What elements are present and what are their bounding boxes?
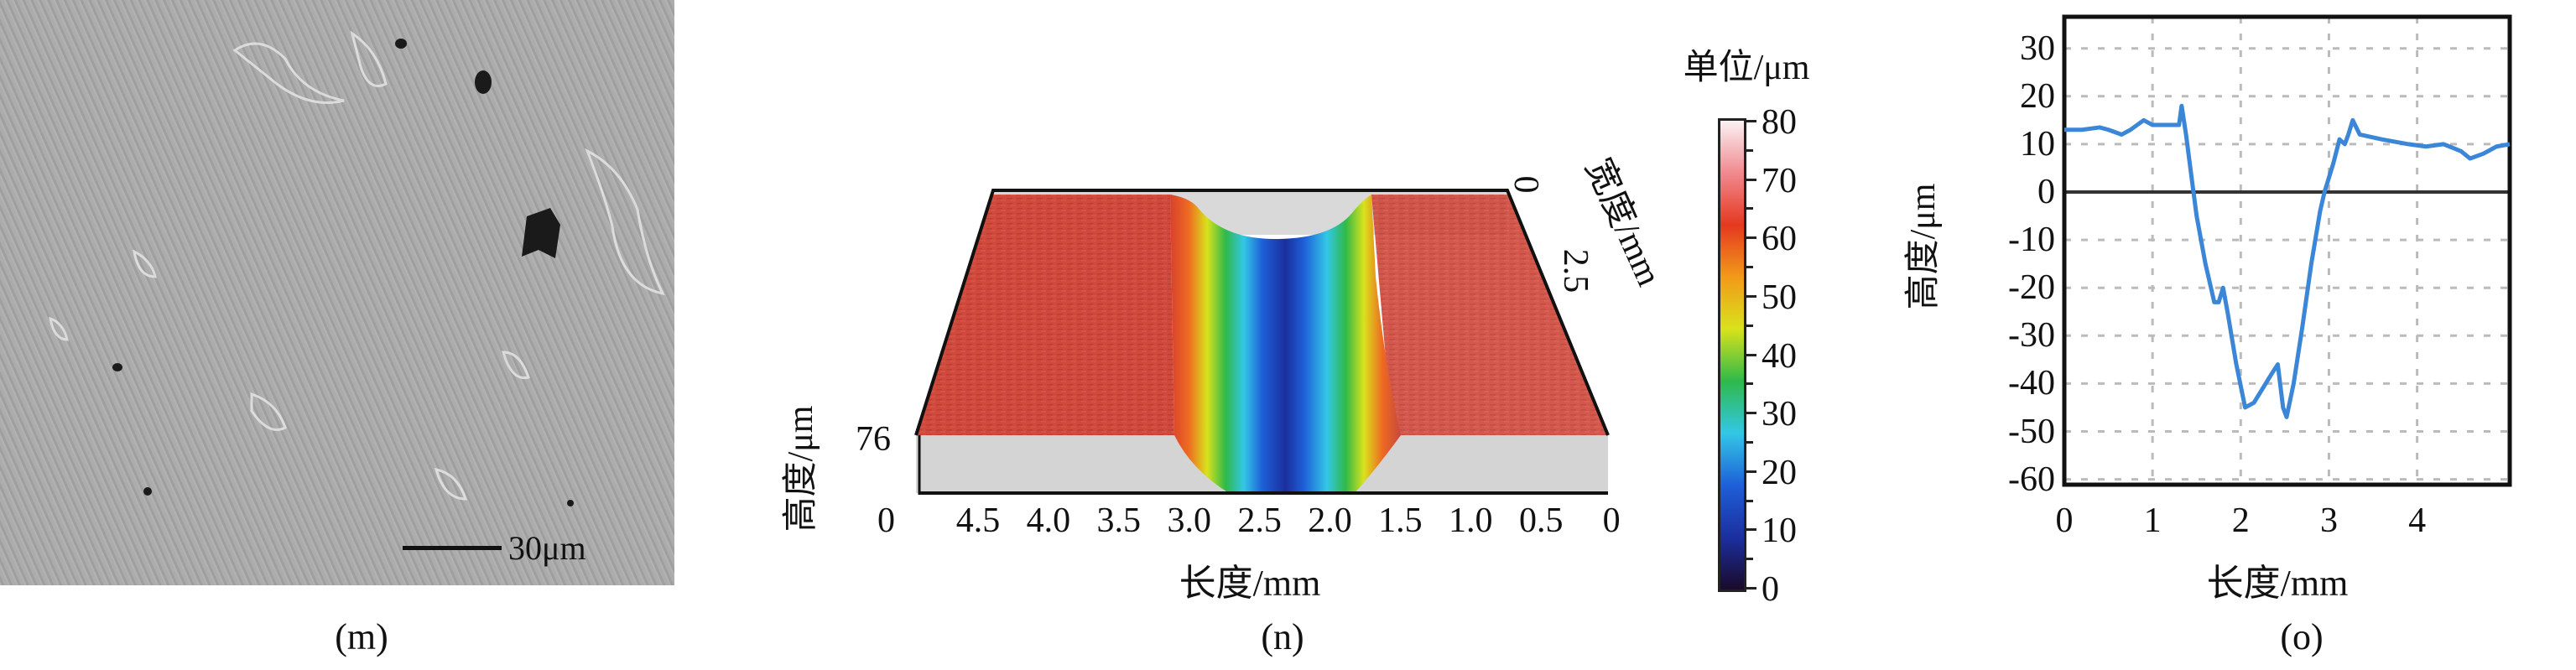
- surface-plateau-left: [916, 195, 1174, 435]
- x-tick-n: 2.0: [1308, 501, 1352, 540]
- y-tick-o: 30: [2020, 29, 2055, 68]
- sem-features: [49, 30, 665, 506]
- x-tick-o: 0: [2055, 501, 2074, 540]
- colorbar-tick-mark: [1746, 236, 1756, 240]
- y-axis-label-o: 高度/μm: [1904, 183, 1943, 310]
- colorbar-tick-label: 30: [1762, 395, 1797, 434]
- x-tick-n: 1.0: [1449, 501, 1493, 540]
- x-tick-o: 2: [2231, 501, 2250, 540]
- colorbar-tick-mark: [1746, 440, 1753, 444]
- caption-m: (m): [335, 616, 388, 657]
- y-tick-o: -20: [2008, 268, 2055, 308]
- colorbar-tick-label: 60: [1762, 220, 1797, 259]
- x-axis-label-o: 长度/mm: [2206, 563, 2349, 604]
- y-tick-o: 0: [2037, 173, 2055, 211]
- x-tick-n: 3.0: [1167, 501, 1211, 540]
- y-tick-o: -40: [2008, 364, 2055, 403]
- y-tick-o: 10: [2020, 124, 2055, 164]
- x-tick-n: 4.0: [1026, 501, 1071, 540]
- colorbar-tick-label: 0: [1762, 570, 1779, 609]
- x-tick-n: 4.5: [955, 501, 1001, 540]
- y-tick-o: -30: [2008, 316, 2055, 356]
- sem-texture: [0, 0, 674, 585]
- colorbar-tick-mark: [1746, 294, 1756, 298]
- x-axis-label-n: 长度/mm: [1179, 563, 1321, 604]
- colorbar-tick-mark: [1746, 528, 1756, 532]
- colorbar-tick-mark: [1746, 382, 1753, 386]
- y-tick-o: 20: [2020, 76, 2055, 116]
- colorbar-title: 单位/μm: [1683, 49, 1810, 87]
- caption-o: (o): [2280, 616, 2324, 657]
- colorbar-tick-label: 10: [1762, 512, 1797, 551]
- x-tick-n: 3.5: [1096, 501, 1142, 540]
- y-tick-o: -50: [2008, 412, 2055, 451]
- x-tick-n: 1.5: [1378, 501, 1423, 540]
- sem-micrograph: 30μm: [0, 0, 674, 585]
- x-tick-o: 3: [2319, 501, 2338, 540]
- colorbar-tick-mark: [1746, 587, 1756, 589]
- colorbar-tick-label: 80: [1762, 103, 1797, 142]
- colorbar-tick-mark: [1746, 412, 1756, 415]
- x-tick-n: 0.5: [1518, 501, 1564, 540]
- colorbar-tick-label: 50: [1762, 278, 1797, 317]
- z-tick-76: 76: [856, 420, 891, 459]
- scale-bar: [403, 546, 502, 550]
- x-tick-o: 1: [2143, 501, 2162, 540]
- colorbar-tick-label: 20: [1762, 453, 1797, 492]
- caption-n: (n): [1261, 616, 1304, 657]
- colorbar-tick-mark: [1746, 470, 1756, 473]
- colorbar-tick-mark: [1746, 353, 1756, 356]
- colorbar-tick-mark: [1746, 499, 1753, 502]
- colorbar-tick-label: 70: [1762, 161, 1797, 200]
- colorbar-tick-mark: [1746, 324, 1753, 327]
- plot-frame: [2062, 14, 2512, 487]
- x-tick-o: 4: [2408, 501, 2427, 540]
- x-tick-n: 0: [1602, 501, 1621, 540]
- colorbar-tick-mark: [1746, 266, 1753, 269]
- colorbar: [1718, 118, 1746, 592]
- surface-trough: [1170, 195, 1401, 493]
- z-tick-0: 0: [877, 501, 895, 540]
- surface-plateau-right: [1371, 195, 1608, 435]
- surface-top-edges: [914, 189, 1610, 436]
- colorbar-tick-mark: [1746, 178, 1756, 181]
- colorbar-tick-mark: [1746, 148, 1753, 152]
- colorbar-tick-mark: [1746, 207, 1753, 210]
- colorbar-tick-label: 40: [1762, 336, 1797, 376]
- colorbar-tick-mark: [1746, 120, 1756, 122]
- profile-line: [2064, 103, 2511, 419]
- scale-bar-label: 30μm: [508, 529, 586, 567]
- x-tick-n: 2.5: [1237, 501, 1282, 540]
- colorbar-tick-mark: [1746, 558, 1753, 561]
- y-tick-o: -60: [2008, 460, 2055, 499]
- y-tick-o: -10: [2008, 221, 2055, 260]
